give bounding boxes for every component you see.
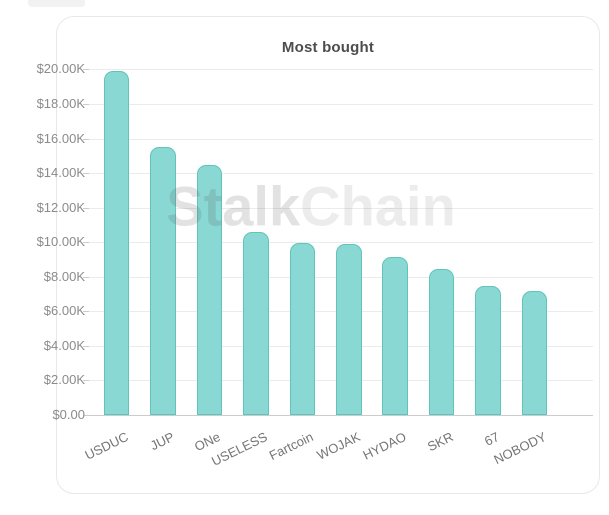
bar[interactable] [196,165,223,415]
y-axis-tick [83,69,89,71]
gridline [89,173,593,175]
y-axis-label: $4.00K [43,337,85,353]
cropped-ui-fragment [28,0,85,7]
y-axis-label: $12.00K [36,199,85,215]
y-axis-label: $14.00K [36,165,85,181]
chart-title: Most bought [281,39,375,56]
bar[interactable] [103,71,130,415]
gridline [89,138,593,140]
y-axis-tick [83,207,89,209]
gridline [89,207,593,209]
y-axis-label: $8.00K [43,268,85,284]
y-axis-label: $6.00K [43,303,85,319]
bar[interactable] [428,268,455,415]
gridline [89,103,593,105]
bar-chart-plot-area: $20.00K $18.00K $16.00K $14.00K $12.00K $10.0… [37,17,599,493]
y-axis-label: $16.00K [36,130,85,146]
y-axis-tick [83,138,89,140]
bar[interactable] [475,286,501,415]
y-axis-tick [83,415,89,416]
y-axis-label: $10.00K [36,234,85,250]
bar[interactable] [150,147,176,415]
x-axis-line [89,415,593,416]
bar[interactable] [382,256,408,415]
y-axis-tick [83,311,89,313]
y-axis-label: $0.00 [52,407,85,422]
y-axis-tick [83,276,89,278]
bar[interactable] [521,290,548,415]
y-axis-label: $18.00K [36,95,85,111]
bar[interactable] [243,231,269,415]
y-axis-tick [83,345,89,347]
bar[interactable] [335,243,362,415]
y-axis-tick [83,173,89,175]
y-axis-label: $2.00K [43,372,85,388]
y-axis-tick [83,380,89,382]
chart-card: Most bought $20.00K $18.00K $16.00K $14.00K… [37,16,600,494]
gridline [89,242,593,244]
y-axis-tick [83,103,89,105]
y-axis-tick [83,242,89,244]
gridline [89,69,593,71]
bar[interactable] [289,243,316,415]
y-axis-label: $20.00K [36,61,85,77]
